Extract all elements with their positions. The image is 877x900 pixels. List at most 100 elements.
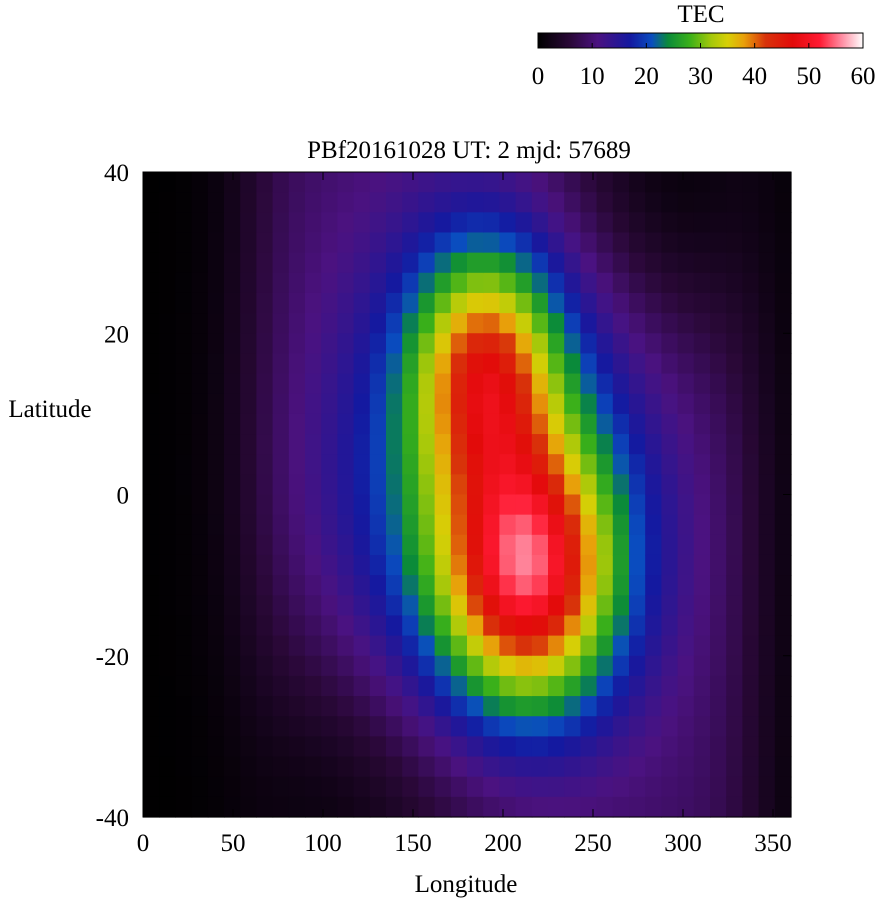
heatmap-cell — [645, 434, 662, 455]
heatmap-cell — [499, 192, 517, 213]
colorbar-tick-label: 40 — [742, 63, 767, 90]
heatmap-cell — [629, 212, 646, 234]
heatmap-cell — [207, 534, 225, 556]
heatmap-cell — [207, 716, 225, 737]
heatmap-cell — [629, 776, 646, 798]
heatmap-cell — [564, 655, 581, 677]
heatmap-cell — [272, 575, 290, 596]
heatmap-cell — [337, 655, 355, 677]
heatmap-cell — [305, 514, 322, 536]
heatmap-cell — [710, 696, 727, 717]
heatmap-cell — [418, 413, 436, 435]
heatmap-cell — [434, 595, 452, 617]
heatmap-cell — [677, 212, 695, 234]
heatmap-cell — [499, 776, 517, 798]
heatmap-cell — [742, 474, 760, 496]
heatmap-cell — [369, 292, 387, 314]
heatmap-cell — [143, 413, 160, 435]
heatmap-cell — [548, 353, 565, 375]
heatmap-cell — [531, 393, 549, 415]
heatmap-cell — [321, 615, 338, 637]
heatmap-cell — [515, 192, 533, 213]
heatmap-cell — [742, 716, 760, 737]
heatmap-cell — [207, 212, 225, 234]
heatmap-cell — [175, 796, 193, 818]
heatmap-cell — [483, 474, 500, 496]
heatmap-cell — [418, 212, 436, 234]
heatmap-cell — [580, 675, 598, 697]
heatmap-cell — [758, 554, 776, 576]
heatmap-cell — [418, 474, 436, 496]
heatmap-cell — [499, 796, 517, 818]
heatmap-cell — [483, 252, 500, 274]
heatmap-cell — [661, 333, 679, 355]
heatmap-cell — [467, 413, 484, 435]
heatmap-cell — [369, 212, 387, 234]
heatmap-cell — [321, 655, 338, 677]
heatmap-cell — [548, 615, 565, 637]
heatmap-cell — [353, 796, 371, 818]
heatmap-cell — [499, 292, 517, 314]
heatmap-cell — [207, 756, 225, 778]
heatmap-cell — [612, 756, 630, 778]
heatmap-cell — [596, 736, 614, 758]
heatmap-cell — [531, 514, 549, 536]
heatmap-cell — [645, 252, 662, 274]
heatmap-cell — [191, 434, 209, 455]
heatmap-cell — [677, 313, 695, 334]
heatmap-cell — [159, 635, 176, 657]
heatmap-cell — [224, 172, 241, 193]
heatmap-cell — [499, 393, 517, 415]
heatmap-cell — [531, 675, 549, 697]
heatmap-cell — [499, 736, 517, 758]
heatmap-cell — [434, 353, 452, 375]
heatmap-cell — [402, 333, 419, 355]
heatmap-cell — [629, 716, 646, 737]
heatmap-cell — [580, 716, 598, 737]
heatmap-cell — [758, 534, 776, 556]
heatmap-cell — [256, 353, 274, 375]
heatmap-cell — [758, 333, 776, 355]
heatmap-cell — [450, 212, 468, 234]
heatmap-cell — [693, 575, 711, 596]
heatmap-cell — [726, 675, 743, 697]
heatmap-cell — [402, 373, 419, 395]
heatmap-cell — [159, 393, 176, 415]
heatmap-cell — [645, 756, 662, 778]
heatmap-cell — [353, 756, 371, 778]
heatmap-cell — [450, 514, 468, 536]
heatmap-cell — [191, 675, 209, 697]
heatmap-cell — [548, 696, 565, 717]
heatmap-cell — [321, 212, 338, 234]
heatmap-cell — [515, 353, 533, 375]
heatmap-cell — [143, 736, 160, 758]
heatmap-cell — [207, 575, 225, 596]
heatmap-cell — [272, 393, 290, 415]
heatmap-cell — [612, 655, 630, 677]
heatmap-cell — [418, 716, 436, 737]
colorbar-tick-label: 0 — [532, 63, 545, 90]
heatmap-cell — [531, 454, 549, 475]
heatmap-cell — [386, 393, 403, 415]
heatmap-cell — [580, 252, 598, 274]
heatmap-cell — [369, 252, 387, 274]
heatmap-cell — [353, 474, 371, 496]
heatmap-cell — [677, 796, 695, 818]
heatmap-cell — [369, 696, 387, 717]
heatmap-cell — [531, 575, 549, 596]
heatmap-cell — [612, 514, 630, 536]
heatmap-cell — [305, 716, 322, 737]
heatmap-cell — [288, 756, 306, 778]
heatmap-cell — [207, 232, 225, 254]
heatmap-cell — [450, 292, 468, 314]
heatmap-cell — [207, 434, 225, 455]
x-tick-label: 200 — [484, 830, 522, 857]
heatmap-cell — [726, 575, 743, 596]
heatmap-cell — [256, 776, 274, 798]
heatmap-cell — [175, 514, 193, 536]
heatmap-cell — [693, 675, 711, 697]
heatmap-cell — [693, 696, 711, 717]
heatmap-cell — [645, 796, 662, 818]
heatmap-cell — [645, 333, 662, 355]
heatmap-cell — [710, 192, 727, 213]
